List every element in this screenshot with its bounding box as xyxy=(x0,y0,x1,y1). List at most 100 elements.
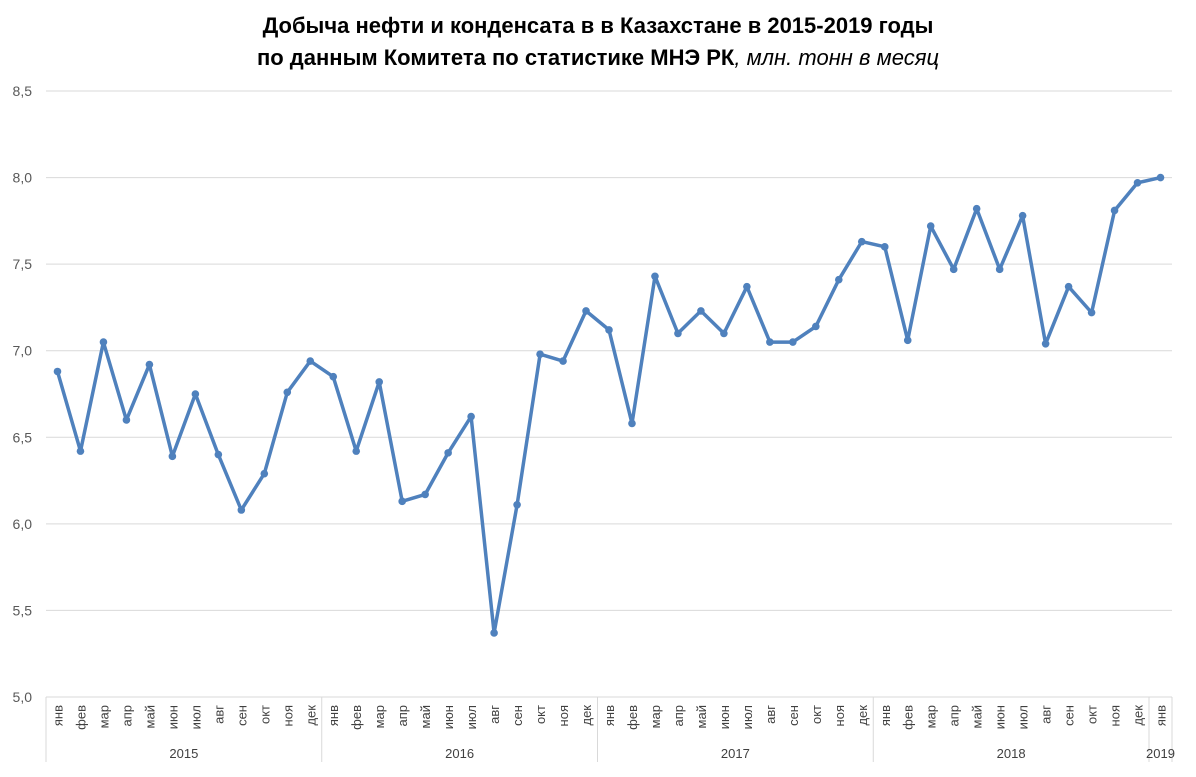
x-tick-label: май xyxy=(142,705,157,728)
x-tick-label: ноя xyxy=(1108,705,1123,726)
data-point xyxy=(1110,206,1119,215)
x-tick-label: дек xyxy=(303,705,318,726)
data-point xyxy=(926,222,935,230)
series-line xyxy=(55,175,1161,635)
data-point xyxy=(306,357,315,365)
data-point xyxy=(99,338,108,346)
x-tick-label: апр xyxy=(947,705,962,727)
data-point xyxy=(237,506,246,514)
data-point xyxy=(559,357,567,365)
x-tick-label: сен xyxy=(1062,705,1077,726)
x-tick-label: сен xyxy=(510,705,525,726)
x-tick-label: ноя xyxy=(280,705,295,726)
x-axis: янв фев мар апр май июн июл авг сен окт ноя дек янв ф… xyxy=(45,696,1175,762)
data-point xyxy=(697,307,705,315)
data-point xyxy=(720,329,728,338)
data-point xyxy=(812,322,820,331)
data-point xyxy=(949,265,958,274)
data-point xyxy=(972,204,981,213)
x-tick-label: мар xyxy=(372,705,387,728)
x-tick-label: авг xyxy=(1039,705,1054,724)
x-tick-label: май xyxy=(970,705,985,728)
y-tick-label: 5,0 xyxy=(13,689,33,705)
x-tick-label: сен xyxy=(234,705,249,726)
x-tick-label: окт xyxy=(1085,705,1100,724)
x-tick-label: май xyxy=(418,705,433,728)
data-point xyxy=(674,329,682,338)
data-point xyxy=(605,326,613,334)
data-point xyxy=(536,350,544,358)
data-point xyxy=(857,237,866,246)
y-tick-label: 8,0 xyxy=(13,170,33,186)
x-tick-label: фев xyxy=(625,705,640,730)
data-point xyxy=(1156,173,1165,182)
data-point xyxy=(1041,339,1050,348)
data-point xyxy=(53,367,62,376)
x-group-label: 2017 xyxy=(721,746,750,761)
data-point xyxy=(789,338,797,346)
x-tick-label: июл xyxy=(464,705,479,729)
x-group-label: 2016 xyxy=(445,746,474,761)
x-tick-label: июн xyxy=(165,705,180,729)
data-point xyxy=(168,452,177,461)
y-axis: 5,0 5,5 6,0 6,5 7,0 7,5 8,0 8,5 xyxy=(13,83,33,705)
data-point xyxy=(191,390,200,398)
data-point xyxy=(880,243,889,251)
gridlines xyxy=(46,90,1172,611)
data-point xyxy=(490,629,498,637)
y-tick-label: 7,5 xyxy=(13,256,33,272)
x-tick-label: апр xyxy=(119,705,134,727)
x-tick-label: фев xyxy=(901,705,916,730)
data-point xyxy=(421,490,429,499)
x-tick-label: янв xyxy=(50,705,65,726)
data-point xyxy=(834,275,843,284)
x-tick-label: июл xyxy=(740,705,755,729)
x-tick-label: авг xyxy=(487,705,502,724)
chart-title-unit: , млн. тонн в месяц xyxy=(734,45,940,70)
data-point xyxy=(628,419,636,428)
chart-title-line2-main: по данным Комитета по статистике МНЭ РК xyxy=(256,45,735,70)
data-point xyxy=(352,447,361,455)
x-tick-label: мар xyxy=(648,705,663,728)
x-tick-label: янв xyxy=(602,705,617,726)
data-point xyxy=(375,378,384,386)
y-tick-label: 6,5 xyxy=(13,429,33,445)
x-tick-label: июн xyxy=(441,705,456,729)
data-point xyxy=(398,497,406,506)
x-tick-label: окт xyxy=(809,705,824,724)
x-tick-label: дек xyxy=(855,705,870,726)
x-tick-label: мар xyxy=(924,705,939,728)
data-point xyxy=(1064,282,1073,291)
x-tick-label: дек xyxy=(579,705,594,726)
x-tick-label: фев xyxy=(73,705,88,730)
x-tick-label: фев xyxy=(349,705,364,730)
data-point xyxy=(260,469,269,478)
x-tick-label: апр xyxy=(671,705,686,727)
data-point xyxy=(283,388,292,397)
x-tick-label: июн xyxy=(717,705,732,729)
x-group-label: 2019 xyxy=(1146,746,1175,761)
data-point xyxy=(743,282,751,291)
x-tick-label: янв xyxy=(326,705,341,726)
data-point xyxy=(145,360,154,369)
y-tick-label: 8,5 xyxy=(13,83,33,99)
y-tick-label: 7,0 xyxy=(13,343,33,359)
data-point xyxy=(214,450,223,459)
y-tick-label: 6,0 xyxy=(13,516,33,532)
x-tick-label: окт xyxy=(533,705,548,724)
x-tick-label: дек xyxy=(1131,705,1146,726)
data-point xyxy=(76,447,85,455)
x-tick-label: янв xyxy=(1154,705,1169,726)
x-tick-label: мар xyxy=(96,705,111,728)
data-point xyxy=(995,265,1004,274)
x-tick-label: июн xyxy=(993,705,1008,729)
data-point xyxy=(1087,308,1096,317)
data-point xyxy=(513,501,521,509)
data-point xyxy=(1133,178,1142,187)
data-point xyxy=(1018,211,1027,220)
data-point xyxy=(329,372,338,381)
chart-title-line1: Добыча нефти и конденсата в в Казахстане… xyxy=(262,13,934,38)
x-tick-label: янв xyxy=(878,705,893,726)
data-point xyxy=(467,412,475,421)
data-point xyxy=(582,307,590,315)
